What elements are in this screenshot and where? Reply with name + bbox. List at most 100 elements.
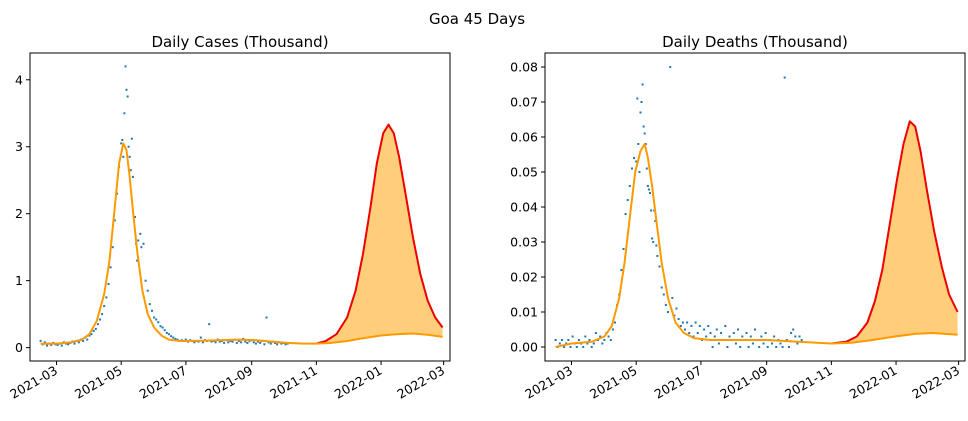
data-point (157, 321, 160, 324)
data-point (571, 335, 574, 338)
cases-panel: Daily Cases (Thousand) 0 1 2 3 4 2021-03 2021-… (7, 33, 451, 402)
y-tick-label: 0.06 (510, 130, 538, 145)
deaths-chart-title: Daily Deaths (Thousand) (662, 33, 848, 51)
x-tick-label: 2021-05 (72, 363, 125, 402)
data-point (284, 343, 287, 346)
data-point (745, 332, 748, 334)
deaths-plot-area: 0.00 0.01 0.02 0.03 0.04 0.05 0.06 0.07 0.08 2021… (510, 52, 966, 402)
data-point (153, 316, 156, 319)
data-point (741, 335, 744, 338)
data-point (109, 266, 112, 269)
y-tick-label: 0 (15, 340, 23, 355)
data-point (652, 241, 655, 243)
data-point (88, 334, 91, 337)
data-point (656, 255, 659, 257)
data-point (694, 321, 697, 324)
x-tick-label: 2022-03 (909, 363, 962, 402)
data-point (713, 335, 716, 338)
data-point (146, 289, 149, 292)
x-tick-label: 2021-09 (202, 363, 255, 402)
data-point (92, 329, 95, 332)
data-point (165, 331, 168, 334)
data-point (274, 341, 276, 344)
data-point (161, 326, 164, 329)
data-point (121, 139, 124, 141)
data-point (127, 145, 130, 148)
forecast-band (316, 124, 443, 344)
data-point (624, 213, 627, 215)
data-point (601, 342, 604, 345)
data-point (649, 192, 651, 194)
data-point (577, 339, 580, 341)
data-point (633, 157, 636, 159)
data-point (800, 339, 803, 341)
fit-line (40, 142, 443, 345)
data-point (646, 185, 649, 187)
data-point (638, 171, 641, 173)
forecast-band (831, 121, 958, 344)
data-point (176, 338, 179, 341)
data-point (640, 101, 643, 103)
data-point (607, 335, 610, 338)
y-tick-label: 0.01 (510, 305, 538, 320)
data-point (137, 239, 140, 242)
data-point (599, 335, 602, 338)
data-point (754, 328, 756, 331)
data-point (590, 346, 593, 348)
data-point (111, 246, 114, 249)
data-point (762, 342, 765, 345)
y-tick-label: 4 (15, 72, 23, 87)
data-point (747, 346, 750, 348)
data-point (739, 346, 742, 348)
data-point (715, 328, 718, 331)
data-point (582, 346, 585, 348)
data-point (252, 341, 255, 344)
data-point (269, 342, 272, 345)
data-point (650, 209, 653, 212)
data-point (675, 307, 678, 310)
data-point (94, 327, 97, 330)
data-point (172, 336, 175, 339)
data-point (698, 325, 701, 327)
data-point (781, 346, 784, 348)
data-point (90, 333, 93, 336)
data-point (724, 325, 727, 327)
data-point (155, 318, 158, 321)
data-point (235, 341, 238, 344)
data-point (662, 293, 665, 296)
data-point (749, 335, 752, 338)
data-point (692, 335, 695, 338)
x-tick-label: 2021-07 (652, 363, 705, 402)
data-point (50, 343, 53, 346)
data-point (645, 167, 648, 170)
data-point (134, 216, 136, 218)
data-point (96, 323, 99, 326)
data-point (717, 342, 720, 345)
data-point (684, 328, 686, 331)
data-point (626, 199, 629, 201)
data-point (690, 325, 693, 327)
data-point (565, 342, 568, 345)
data-point (654, 220, 657, 222)
data-point (639, 111, 642, 114)
data-point (558, 342, 561, 345)
data-point (126, 95, 129, 98)
data-point (159, 325, 162, 328)
data-point (240, 341, 243, 344)
x-tick-label: 2021-09 (717, 363, 770, 402)
data-point (136, 259, 139, 262)
data-point (148, 303, 151, 306)
data-point (131, 175, 134, 178)
data-point (592, 342, 595, 345)
y-tick-label: 0.07 (510, 95, 538, 110)
data-point (707, 325, 710, 327)
data-point (679, 325, 682, 327)
data-point (244, 340, 247, 343)
data-point (773, 335, 776, 338)
data-point (130, 137, 133, 140)
upper-line (316, 123, 444, 345)
data-point (764, 332, 767, 334)
data-point (184, 338, 187, 341)
data-point (688, 332, 691, 334)
